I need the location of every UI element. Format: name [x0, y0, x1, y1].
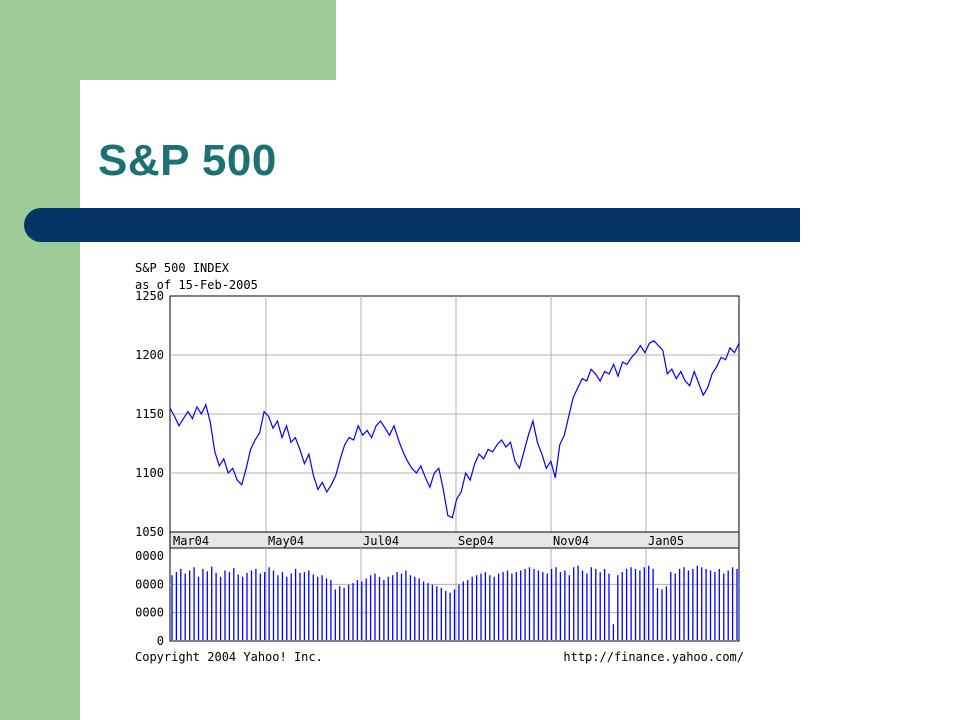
- y-tick-label: 1050: [135, 525, 164, 539]
- y-tick-label: 1200: [135, 348, 164, 362]
- slide-title: S&P 500: [98, 136, 277, 185]
- x-tick-label: Jan05: [648, 534, 684, 548]
- volume-y-tick-label: 0000: [135, 549, 164, 563]
- volume-y-tick-label: 0000: [135, 577, 164, 591]
- x-tick-label: Nov04: [553, 534, 589, 548]
- footer-copyright: Copyright 2004 Yahoo! Inc.: [135, 650, 323, 664]
- volume-y-tick-label: 0: [157, 634, 164, 648]
- x-tick-label: May04: [268, 534, 304, 548]
- price-series-line: [169, 340, 740, 519]
- x-tick-label: Mar04: [173, 534, 209, 548]
- x-tick-label: Jul04: [363, 534, 399, 548]
- y-tick-label: 1100: [135, 466, 164, 480]
- footer-url: http://finance.yahoo.com/: [563, 650, 744, 664]
- chart-subtitle: as of 15-Feb-2005: [135, 278, 258, 292]
- accent-green-left: [0, 0, 80, 720]
- x-tick-label: Sep04: [458, 534, 494, 548]
- y-tick-label: 1150: [135, 407, 164, 421]
- title-underline-bar: [24, 208, 800, 242]
- chart-title: S&P 500 INDEX: [135, 261, 230, 275]
- accent-green-top: [0, 0, 336, 80]
- y-tick-label: 1250: [135, 289, 164, 303]
- volume-y-tick-label: 0000: [135, 606, 164, 620]
